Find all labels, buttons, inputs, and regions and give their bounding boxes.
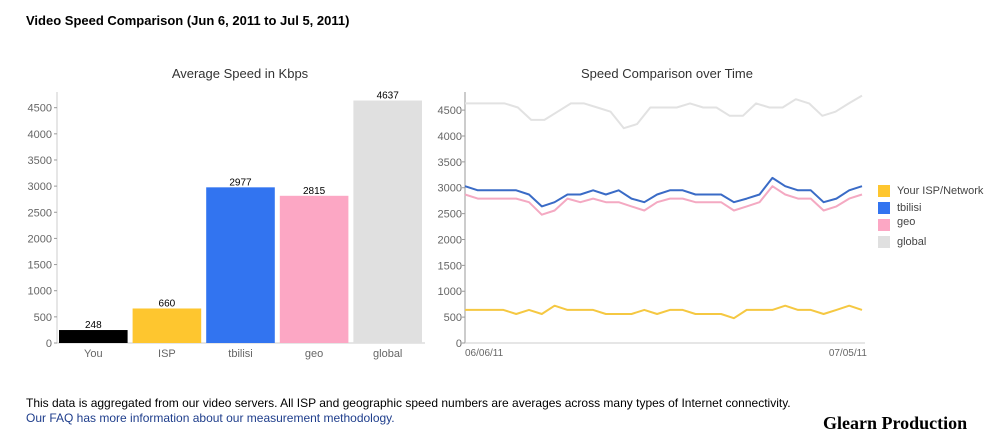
bar-data-label: 2977 (229, 177, 252, 188)
line-y-tick-label: 1500 (438, 260, 462, 272)
bar-You (59, 330, 128, 343)
line-y-tick-label: 4500 (438, 105, 462, 117)
line-chart: 0 500 1000 1500 2000 2500 3000 3500 4000 4500 06/0… (438, 92, 868, 359)
line-y-tick-label: 2000 (438, 234, 462, 246)
bar-y-tick-label: 500 (34, 312, 52, 324)
legend-label-global: global (897, 235, 927, 248)
bar-ISP (132, 308, 202, 343)
line-y-tick-label: 1000 (438, 286, 462, 298)
line-y-tick-label: 4000 (438, 131, 462, 143)
bar-chart-title: Average Speed in Kbps (172, 66, 309, 81)
line-y-tick-label: 3000 (438, 183, 462, 195)
bar-category-label: ISP (158, 348, 176, 360)
series-line-tbilisi (464, 176, 863, 208)
bar-data-label: 248 (85, 320, 102, 331)
x-tick-label-start: 06/06/11 (465, 348, 504, 359)
watermark: Glearn Production (823, 413, 968, 433)
bar-y-tick-label: 2500 (28, 207, 52, 219)
bar-global (353, 100, 422, 343)
bar-y-tick-label: 1500 (28, 260, 52, 272)
bar-y-tick-label: 4000 (28, 129, 52, 141)
bar-category-label: You (84, 348, 103, 360)
bar-chart: 0 500 1000 1500 2000 2500 3000 3500 4000 4500 248 Y… (28, 91, 425, 360)
legend-item-tbilisi: tbilisi (878, 199, 983, 216)
bar-category-label: global (373, 348, 402, 360)
legend-label-tbilisi: tbilisi (897, 201, 922, 214)
bar-category-label: geo (305, 348, 323, 360)
bar-y-tick-label: 3500 (28, 155, 52, 167)
legend-swatch-geo (878, 218, 890, 231)
legend-item-isp: Your ISP/Network (878, 182, 983, 199)
bar-category-label: tbilisi (228, 348, 252, 360)
bar-geo (279, 195, 349, 343)
legend-label-isp: Your ISP/Network (897, 184, 984, 197)
line-y-tick-label: 2500 (438, 209, 462, 221)
legend-item-global: global (878, 233, 983, 250)
bar-y-tick-label: 2000 (28, 233, 52, 245)
bar-y-tick-label: 3000 (28, 181, 52, 193)
footer-note: This data is aggregated from our video s… (26, 396, 791, 410)
line-y-tick-label: 3500 (438, 157, 462, 169)
line-y-tick-label: 0 (456, 338, 462, 350)
legend-swatch-global (878, 235, 890, 248)
bar-data-label: 2815 (303, 186, 326, 197)
legend-swatch-isp (878, 184, 890, 197)
bar-data-label: 4637 (377, 91, 400, 102)
bar-y-tick-label: 0 (46, 338, 52, 350)
line-chart-title: Speed Comparison over Time (581, 66, 753, 81)
series-line-your-isp-network (465, 304, 863, 320)
line-chart-legend: Your ISP/Network tbilisi geo global (878, 182, 983, 250)
line-y-tick-label: 500 (444, 312, 462, 324)
bar-y-tick-label: 4500 (28, 103, 52, 115)
page-title: Video Speed Comparison (Jun 6, 2011 to J… (26, 13, 350, 28)
bar-tbilisi (206, 187, 275, 343)
bar-y-tick-label: 1000 (28, 286, 52, 298)
bar-data-label: 660 (159, 298, 176, 309)
legend-item-geo: geo (878, 216, 983, 233)
legend-label-geo: geo (897, 215, 916, 228)
legend-swatch-tbilisi (878, 201, 890, 214)
series-line-global (465, 94, 863, 130)
series-line-geo (464, 185, 863, 216)
faq-link[interactable]: Our FAQ has more information about our m… (26, 411, 395, 425)
x-tick-label-end: 07/05/11 (829, 348, 868, 359)
